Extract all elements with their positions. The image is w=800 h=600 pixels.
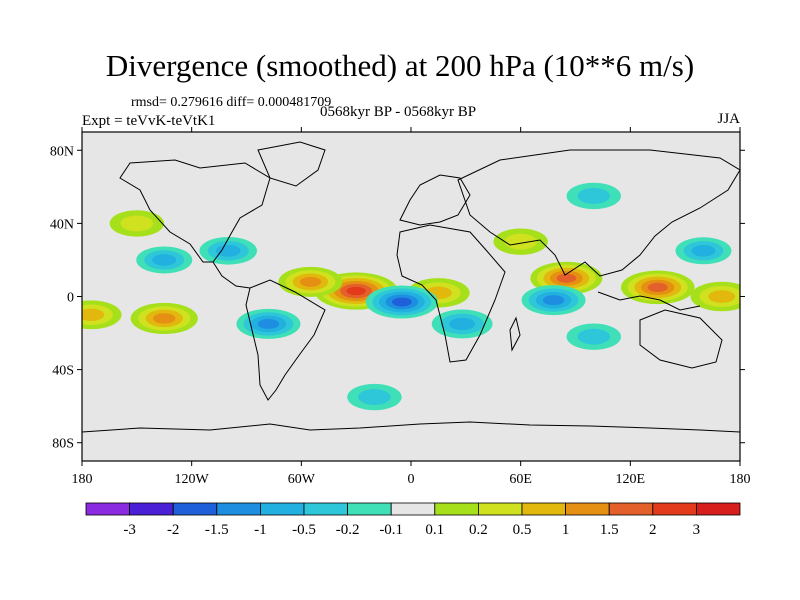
coast-indonesia xyxy=(597,291,701,311)
coast-new-zealand xyxy=(739,370,740,372)
field-contour-band xyxy=(82,308,105,321)
lat-tick-label: 0 xyxy=(67,291,74,306)
field-anomaly xyxy=(278,266,343,297)
field-anomaly xyxy=(82,300,122,330)
colorbar-swatch xyxy=(85,502,130,516)
lat-tick-label: 80S xyxy=(52,437,74,452)
colorbar-swatch xyxy=(390,502,436,516)
field-contour-band xyxy=(346,286,366,296)
lon-tick-label: 60E xyxy=(509,472,532,487)
field-anomaly xyxy=(675,237,732,265)
lon-tick-label: 60W xyxy=(288,472,316,487)
field-anomaly xyxy=(347,383,402,411)
lon-tick-label: 0 xyxy=(408,472,415,487)
field-contour-band xyxy=(449,317,476,331)
colorbar-label: -1.5 xyxy=(205,522,229,538)
lon-tick-label: 120W xyxy=(175,472,210,487)
period-label: 0568kyr BP - 0568kyr BP xyxy=(320,104,477,120)
field-anomaly xyxy=(236,308,301,339)
field-anomaly xyxy=(199,237,258,265)
field-anomaly xyxy=(365,285,438,319)
field-contour-band xyxy=(152,254,177,266)
colorbar-label: -3 xyxy=(123,522,136,538)
colorbar-swatch xyxy=(303,502,348,516)
colorbar-label: -0.2 xyxy=(336,522,360,538)
field-contour-band xyxy=(299,276,322,287)
colorbar-label: -1 xyxy=(254,522,267,538)
coast-europe xyxy=(399,174,471,226)
colorbar-label: -2 xyxy=(167,522,180,538)
coast-north-america xyxy=(119,159,271,263)
field-contour-band xyxy=(577,188,611,204)
divergence-field xyxy=(82,182,740,411)
colorbar-label: 2 xyxy=(649,522,657,538)
experiment-label: Expt = teVvK-teVtK1 xyxy=(82,113,216,129)
colorbar-swatch xyxy=(172,502,218,516)
colorbar-label: -0.5 xyxy=(292,522,316,538)
map-title: Divergence (smoothed) at 200 hPa (10**6 … xyxy=(105,48,695,83)
season-label: JJA xyxy=(717,111,740,127)
field-contour-band xyxy=(153,313,176,324)
field-contour-band xyxy=(542,295,565,306)
colorbar-swatch xyxy=(652,502,697,516)
coast-madagascar xyxy=(509,316,521,352)
field-anomaly xyxy=(566,182,621,210)
field-contour-band xyxy=(120,215,154,232)
colorbar-label: 3 xyxy=(693,522,701,538)
coast-central-america xyxy=(212,261,251,289)
coastlines xyxy=(82,141,740,433)
lon-tick-label: 180 xyxy=(72,472,93,487)
coast-antarctica xyxy=(82,421,740,433)
field-anomaly xyxy=(493,228,548,255)
lat-tick-label: 40S xyxy=(52,364,74,379)
colorbar-swatch xyxy=(521,502,566,516)
field-contour-band xyxy=(647,282,668,292)
coast-greenland xyxy=(257,141,326,187)
colorbar-swatch xyxy=(565,502,610,516)
field-anomaly xyxy=(566,323,621,350)
map-axes: 80N 40N 0 40S 80S 180 120W 60W 0 60E 120E 180 xyxy=(50,127,751,487)
field-contour-band xyxy=(708,290,736,303)
colorbar-swatch xyxy=(347,502,392,516)
field-contour-band xyxy=(215,244,241,257)
field-contour-band xyxy=(392,297,412,307)
rmsd-diff-stats: rmsd= 0.279616 diff= 0.000481709 xyxy=(131,95,332,110)
field-anomaly xyxy=(130,302,198,335)
colorbar-label: -0.1 xyxy=(379,522,403,538)
field-contour-band xyxy=(504,233,537,250)
field-anomaly xyxy=(431,309,493,339)
colorbar-label: 1 xyxy=(562,522,570,538)
coast-south-america xyxy=(245,279,326,401)
lat-tick-label: 80N xyxy=(50,144,74,159)
field-anomaly xyxy=(690,281,740,312)
colorbar-swatch xyxy=(477,502,523,516)
lon-tick-label: 120E xyxy=(616,472,646,487)
coast-australia xyxy=(639,309,723,369)
field-anomaly xyxy=(109,210,165,237)
field-contour-band xyxy=(691,245,716,257)
coast-africa xyxy=(396,224,506,363)
colorbar-swatch xyxy=(696,502,741,516)
colorbar-swatch xyxy=(434,502,479,516)
colorbar-label: 0.5 xyxy=(513,522,532,538)
colorbar: -3 -2 -1.5 -1 -0.5 -0.2 -0.1 0.1 0.2 0.5 1 1.5 2 3 xyxy=(85,502,741,538)
coast-asia xyxy=(457,149,740,277)
field-contour-band xyxy=(577,328,611,345)
field-contour-band xyxy=(556,273,577,283)
field-anomaly xyxy=(136,246,193,274)
colorbar-swatch xyxy=(129,502,174,516)
lon-tick-label: 180 xyxy=(730,472,751,487)
lat-tick-label: 40N xyxy=(50,217,74,232)
colorbar-swatch xyxy=(216,502,261,516)
colorbar-swatch xyxy=(608,502,654,516)
field-anomaly xyxy=(521,285,586,316)
colorbar-swatch xyxy=(259,502,305,516)
field-contour-band xyxy=(257,318,280,329)
field-contour-band xyxy=(358,389,391,405)
colorbar-label: 0.2 xyxy=(469,522,488,538)
colorbar-label: 0.1 xyxy=(425,522,444,538)
colorbar-label: 1.5 xyxy=(600,522,619,538)
